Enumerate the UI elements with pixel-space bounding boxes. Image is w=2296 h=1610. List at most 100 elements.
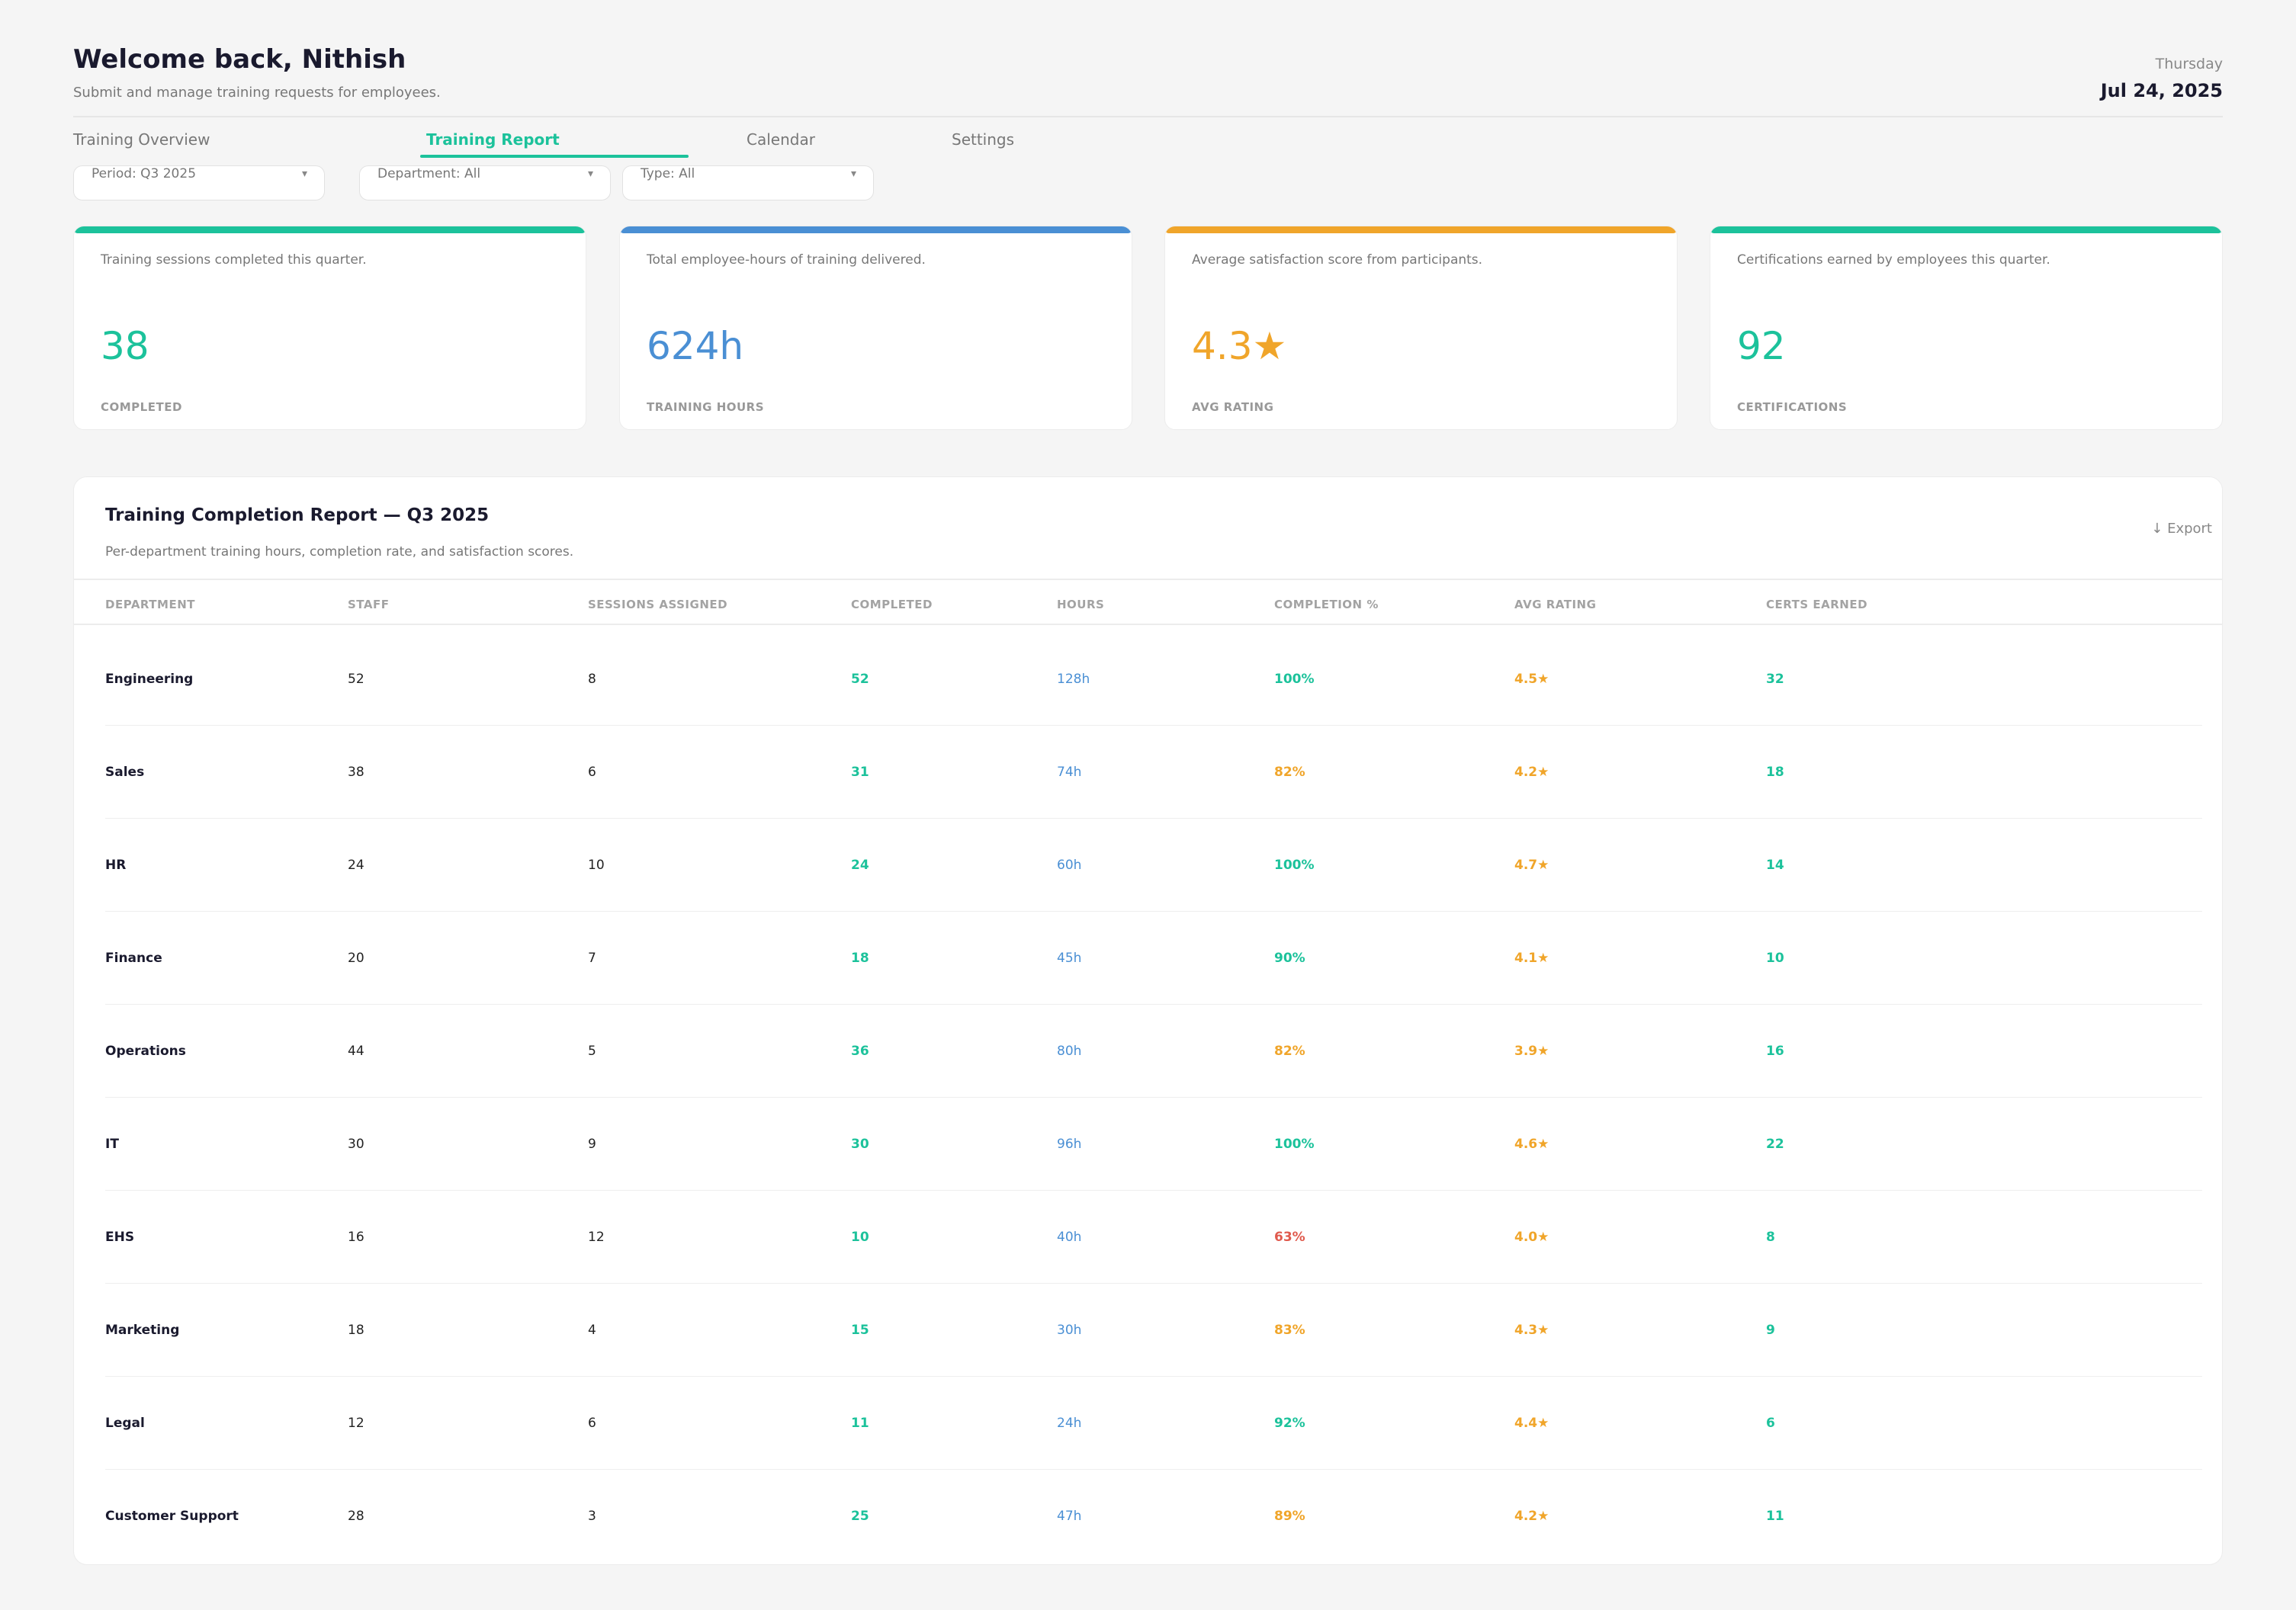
- avg-rating-cell: 4.0★: [1514, 1230, 1549, 1245]
- department-cell: Marketing: [105, 1323, 180, 1338]
- hours-cell: 74h: [1057, 765, 1082, 780]
- row-divider: [105, 1376, 2202, 1377]
- table-row[interactable]: Marketing 18 4 15 30h 83% 4.3★ 9: [105, 1284, 2202, 1377]
- period-filter-select[interactable]: Period: Q3 2025 ▾: [73, 165, 325, 200]
- report-panel: [73, 476, 2223, 1565]
- completion-percent-cell: 83%: [1274, 1323, 1305, 1338]
- stat-description: Certifications earned by employees this …: [1737, 252, 2050, 268]
- type-filter-label: Type: All: [641, 166, 695, 181]
- tab-settings[interactable]: Settings: [952, 130, 1015, 149]
- row-divider: [105, 1190, 2202, 1191]
- stat-card-completed: Training sessions completed this quarter…: [73, 226, 586, 430]
- certs-earned-cell: 22: [1766, 1137, 1784, 1152]
- row-divider: [105, 1283, 2202, 1284]
- avg-rating-cell: 4.3★: [1514, 1323, 1549, 1338]
- staff-cell: 20: [348, 951, 364, 966]
- row-divider: [105, 1097, 2202, 1098]
- staff-cell: 44: [348, 1044, 364, 1059]
- sessions-assigned-cell: 9: [588, 1137, 596, 1152]
- row-divider: [105, 818, 2202, 819]
- certs-earned-cell: 10: [1766, 951, 1784, 966]
- card-accent-bar: [1710, 226, 2222, 233]
- avg-rating-cell: 4.7★: [1514, 858, 1549, 873]
- stat-label: CERTIFICATIONS: [1737, 400, 1848, 414]
- completed-cell: 24: [851, 858, 869, 873]
- completion-percent-cell: 89%: [1274, 1509, 1305, 1524]
- department-cell: Engineering: [105, 672, 194, 687]
- completion-percent-cell: 92%: [1274, 1416, 1305, 1431]
- certs-earned-cell: 18: [1766, 765, 1784, 780]
- column-header-department: DEPARTMENT: [105, 598, 195, 611]
- stat-label: COMPLETED: [101, 400, 182, 414]
- certs-earned-cell: 11: [1766, 1509, 1784, 1524]
- certs-earned-cell: 14: [1766, 858, 1784, 873]
- stat-card-avg-rating: Average satisfaction score from particip…: [1164, 226, 1678, 430]
- table-row[interactable]: Finance 20 7 18 45h 90% 4.1★ 10: [105, 912, 2202, 1005]
- certs-earned-cell: 8: [1766, 1230, 1775, 1245]
- stat-label: AVG RATING: [1192, 400, 1274, 414]
- table-row[interactable]: Customer Support 28 3 25 47h 89% 4.2★ 11: [105, 1470, 2202, 1563]
- tab-training-overview[interactable]: Training Overview: [73, 130, 210, 149]
- report-header-divider: [74, 579, 2222, 580]
- stat-description: Total employee-hours of training deliver…: [647, 252, 926, 268]
- avg-rating-cell: 4.2★: [1514, 1509, 1549, 1524]
- table-row[interactable]: Sales 38 6 31 74h 82% 4.2★ 18: [105, 726, 2202, 819]
- sessions-assigned-cell: 8: [588, 672, 596, 687]
- sessions-assigned-cell: 3: [588, 1509, 596, 1524]
- avg-rating-cell: 4.5★: [1514, 672, 1549, 687]
- completed-cell: 10: [851, 1230, 869, 1245]
- certs-earned-cell: 32: [1766, 672, 1784, 687]
- column-header-certs-earned: CERTS EARNED: [1766, 598, 1868, 611]
- completion-percent-cell: 82%: [1274, 1044, 1305, 1059]
- staff-cell: 18: [348, 1323, 364, 1338]
- staff-cell: 52: [348, 672, 364, 687]
- period-filter-label: Period: Q3 2025: [92, 166, 197, 181]
- completed-cell: 25: [851, 1509, 869, 1524]
- stat-value: 4.3★: [1192, 324, 1287, 368]
- staff-cell: 24: [348, 858, 364, 873]
- sessions-assigned-cell: 4: [588, 1323, 596, 1338]
- completed-cell: 30: [851, 1137, 869, 1152]
- table-row[interactable]: IT 30 9 30 96h 100% 4.6★ 22: [105, 1098, 2202, 1191]
- card-accent-bar: [74, 226, 586, 233]
- welcome-subtitle: Submit and manage training requests for …: [73, 85, 441, 101]
- completed-cell: 18: [851, 951, 869, 966]
- sessions-assigned-cell: 6: [588, 1416, 596, 1431]
- department-cell: Operations: [105, 1044, 186, 1059]
- export-button[interactable]: ↓ Export: [2151, 521, 2212, 537]
- tab-calendar[interactable]: Calendar: [747, 130, 815, 149]
- hours-cell: 30h: [1057, 1323, 1082, 1338]
- header-divider: [73, 116, 2223, 117]
- department-filter-select[interactable]: Department: All ▾: [359, 165, 611, 200]
- department-filter-label: Department: All: [377, 166, 481, 181]
- chevron-down-icon: ▾: [301, 168, 307, 180]
- table-row[interactable]: HR 24 10 24 60h 100% 4.7★ 14: [105, 819, 2202, 912]
- tab-training-report[interactable]: Training Report: [426, 130, 560, 149]
- active-tab-indicator: [420, 155, 689, 158]
- table-row[interactable]: EHS 16 12 10 40h 63% 4.0★ 8: [105, 1191, 2202, 1284]
- table-row[interactable]: Legal 12 6 11 24h 92% 4.4★ 6: [105, 1377, 2202, 1470]
- completed-cell: 52: [851, 672, 869, 687]
- completed-cell: 15: [851, 1323, 869, 1338]
- current-weekday: Thursday: [2155, 56, 2223, 72]
- sessions-assigned-cell: 12: [588, 1230, 605, 1245]
- hours-cell: 128h: [1057, 672, 1090, 687]
- completion-percent-cell: 82%: [1274, 765, 1305, 780]
- department-cell: Sales: [105, 765, 145, 780]
- type-filter-select[interactable]: Type: All ▾: [622, 165, 874, 200]
- avg-rating-cell: 4.4★: [1514, 1416, 1549, 1431]
- card-accent-bar: [1165, 226, 1677, 233]
- table-row[interactable]: Operations 44 5 36 80h 82% 3.9★ 16: [105, 1005, 2202, 1098]
- current-date: Jul 24, 2025: [2100, 80, 2223, 101]
- report-subtitle: Per-department training hours, completio…: [105, 544, 574, 560]
- hours-cell: 60h: [1057, 858, 1082, 873]
- sessions-assigned-cell: 6: [588, 765, 596, 780]
- avg-rating-cell: 4.1★: [1514, 951, 1549, 966]
- department-cell: Customer Support: [105, 1509, 239, 1524]
- department-cell: EHS: [105, 1230, 135, 1245]
- table-row[interactable]: Engineering 52 8 52 128h 100% 4.5★ 32: [105, 633, 2202, 726]
- welcome-heading: Welcome back, Nithish: [73, 44, 406, 75]
- department-cell: Finance: [105, 951, 162, 966]
- completed-cell: 11: [851, 1416, 869, 1431]
- column-header-completion-percent: COMPLETION %: [1274, 598, 1379, 611]
